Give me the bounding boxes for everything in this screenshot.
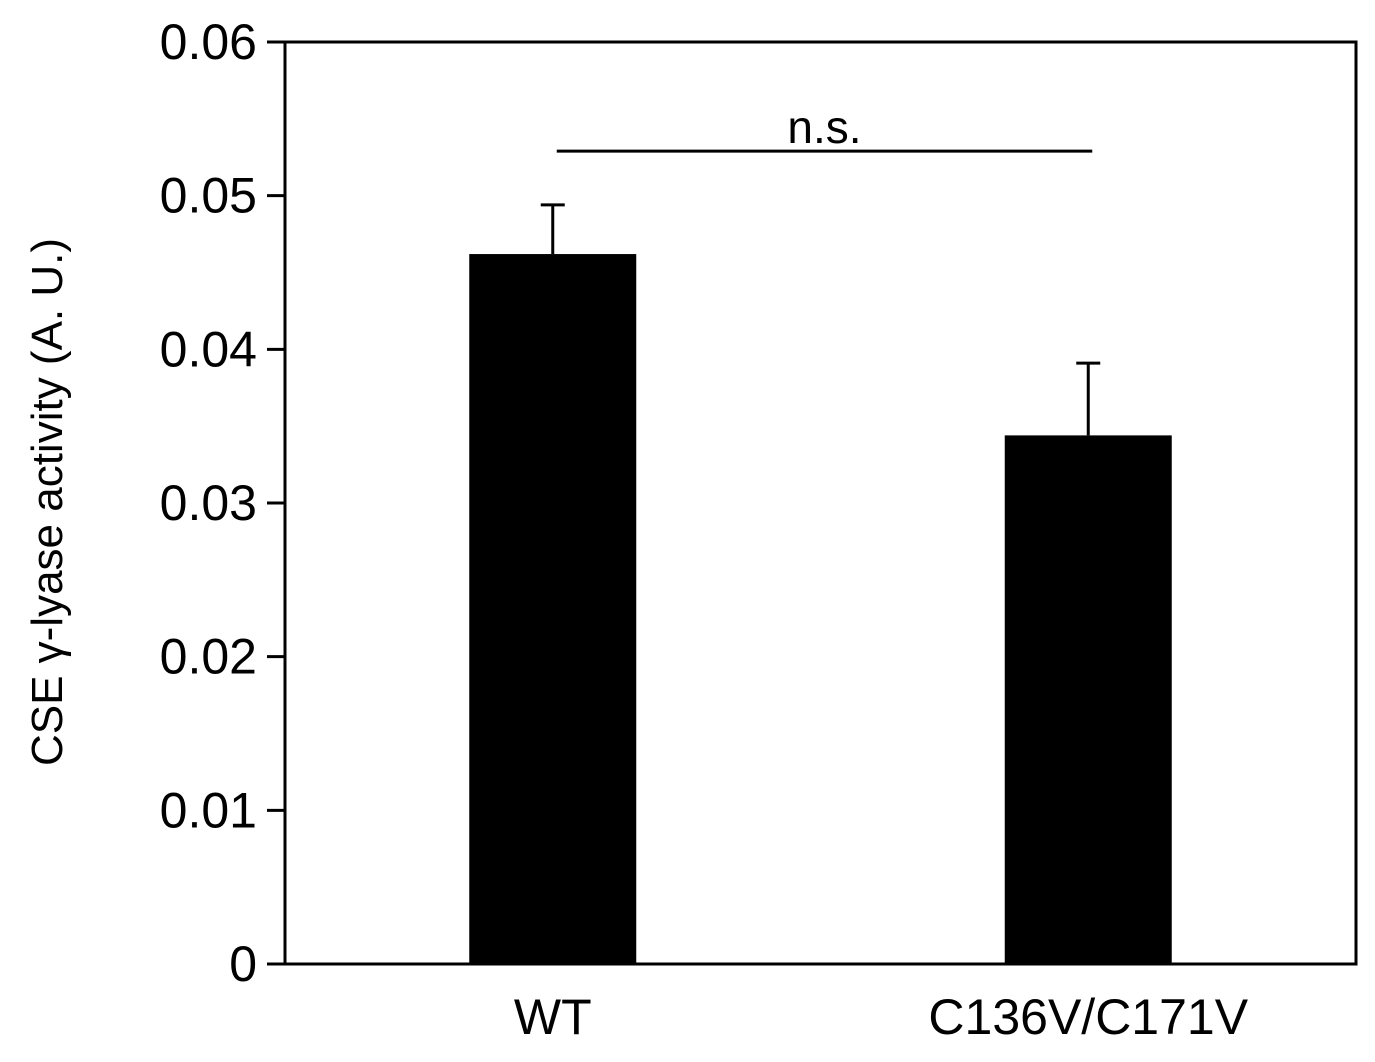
- x-axis-categories: WT C136V/C171V: [514, 989, 1249, 1045]
- significance-annotation: n.s.: [556, 101, 1093, 153]
- y-tick-label: 0.01: [160, 782, 257, 838]
- x-category-label: WT: [514, 989, 592, 1045]
- plot-frame: [283, 40, 1358, 966]
- bar: [469, 254, 637, 964]
- bars: [469, 254, 1172, 964]
- y-tick-label: 0.03: [160, 475, 257, 531]
- x-category-label: C136V/C171V: [928, 989, 1248, 1045]
- y-tick-label: 0.06: [160, 14, 257, 70]
- y-tick-label: 0: [229, 936, 257, 992]
- y-axis-ticks: 0 0.01 0.02 0.03 0.04 0.05 0.06: [160, 14, 285, 992]
- significance-label: n.s.: [787, 101, 861, 153]
- error-bars: [540, 203, 1101, 436]
- y-axis-title: CSE γ-lyase activity (A. U.): [23, 238, 72, 766]
- bar: [1004, 435, 1172, 964]
- y-tick-label: 0.02: [160, 629, 257, 685]
- y-tick-label: 0.05: [160, 168, 257, 224]
- y-tick-label: 0.04: [160, 321, 257, 377]
